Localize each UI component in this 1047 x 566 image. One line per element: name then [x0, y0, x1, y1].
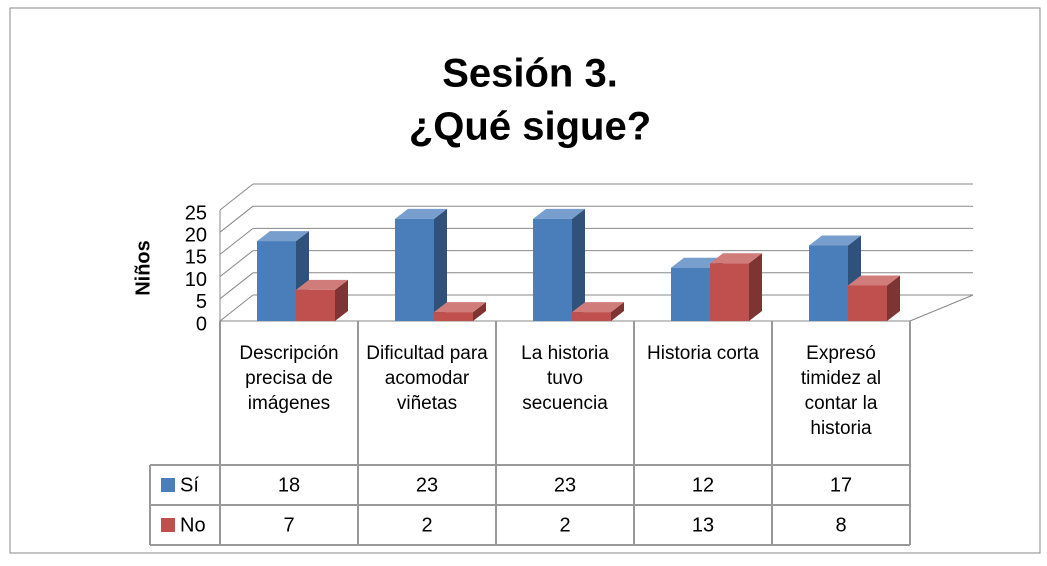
- grid-line: [219, 183, 254, 211]
- table-value: 23: [416, 474, 438, 496]
- grid-line: [219, 250, 254, 277]
- category-cell: Dificultad para acomodar viñetas: [366, 343, 488, 414]
- bar: [257, 231, 309, 321]
- bar-front: [710, 263, 749, 321]
- bar: [710, 253, 762, 321]
- y-axis-label: Niños: [132, 240, 154, 296]
- x-tick-label: Historia corta: [647, 343, 759, 364]
- table-value: 12: [692, 474, 714, 496]
- table-value: 23: [554, 474, 576, 496]
- bar-top: [257, 231, 309, 242]
- legend-swatch: [161, 478, 175, 492]
- grid-line: [219, 294, 254, 322]
- bar-front: [257, 241, 296, 321]
- legend-swatch: [161, 518, 175, 532]
- bar-front: [572, 312, 611, 321]
- y-tick-label: 0: [196, 313, 207, 335]
- y-tick-label: 10: [185, 269, 207, 291]
- x-tick-label: Dificultad para acomodar viñetas: [366, 343, 488, 414]
- category-cell: Descripción precisa de imágenes: [239, 343, 339, 414]
- bar-top: [572, 302, 624, 313]
- bar-front: [848, 285, 887, 321]
- y-tick-label: 15: [185, 247, 207, 269]
- legend-label: No: [180, 514, 206, 536]
- x-tick-label: Expresó timidez al contar la historia: [800, 343, 882, 439]
- bar-front: [809, 245, 848, 321]
- category-cell: Historia corta: [647, 343, 759, 364]
- chart-title: Sesión 3.: [442, 52, 618, 96]
- bar-top: [395, 208, 447, 219]
- bar-front: [395, 218, 434, 321]
- bar-side: [335, 279, 348, 321]
- table-value: 2: [421, 514, 432, 536]
- table-value: 18: [278, 474, 300, 496]
- bar-side: [434, 208, 447, 321]
- grid-line: [219, 205, 254, 233]
- bar-top: [848, 275, 900, 286]
- bar-side: [473, 302, 486, 321]
- bar: [848, 275, 900, 321]
- y-tick-label: 25: [185, 202, 207, 224]
- bar-front: [671, 267, 710, 321]
- legend-label: Sí: [180, 474, 199, 496]
- table-value: 13: [692, 514, 714, 536]
- x-tick-label: Descripción precisa de imágenes: [239, 343, 339, 414]
- table-value: 7: [283, 514, 294, 536]
- y-tick-label: 20: [185, 224, 207, 246]
- bar-front: [434, 312, 473, 321]
- bar-top: [434, 302, 486, 313]
- bar-side: [611, 302, 624, 321]
- bar: [533, 208, 585, 321]
- bar: [434, 302, 486, 321]
- bar-side: [887, 275, 900, 321]
- table-value: 8: [835, 514, 846, 536]
- x-tick-label: La historia tuvo secuencia: [521, 343, 609, 414]
- bar-top: [533, 208, 585, 219]
- chart-title: ¿Qué sigue?: [409, 105, 651, 149]
- category-cell: La historia tuvo secuencia: [521, 343, 609, 414]
- y-tick-label: 5: [196, 291, 207, 313]
- bar: [296, 279, 348, 321]
- table-value: 17: [830, 474, 852, 496]
- floor-edge: [909, 294, 974, 322]
- bar: [572, 302, 624, 321]
- bar-front: [296, 289, 335, 321]
- bar: [395, 208, 447, 321]
- table-value: 2: [559, 514, 570, 536]
- grid-line: [219, 228, 254, 255]
- bar-side: [572, 208, 585, 321]
- bar-front: [533, 218, 572, 321]
- bar-top: [710, 253, 762, 264]
- category-cell: Expresó timidez al contar la historia: [800, 343, 882, 439]
- bar-top: [296, 279, 348, 290]
- bar-side: [749, 253, 762, 321]
- bar-top: [809, 235, 861, 246]
- grid-line: [219, 272, 254, 300]
